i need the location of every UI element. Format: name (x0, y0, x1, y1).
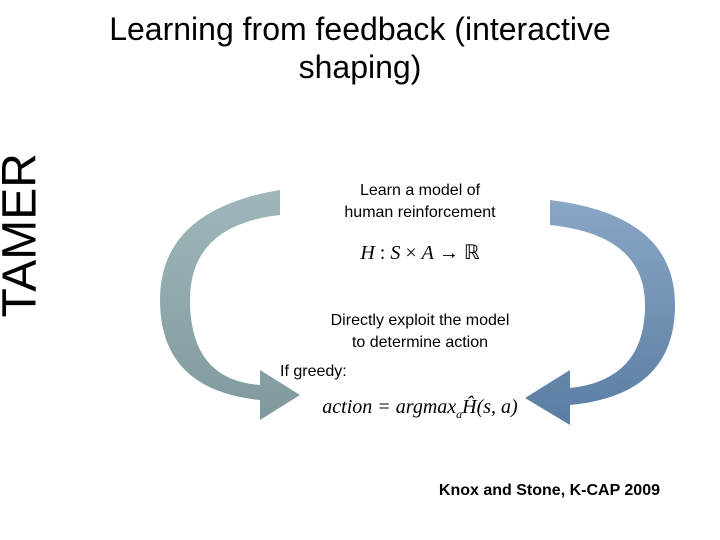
formula-top: H : S × A → ℝ (300, 239, 540, 267)
vertical-label-tamer: TAMER (0, 153, 48, 317)
bottom-line2: to determine action (280, 332, 560, 354)
bottom-line1: Directly exploit the model (280, 310, 560, 332)
title-line1: Learning from feedback (interactive (109, 11, 611, 47)
top-text-block: Learn a model of human reinforcement H :… (300, 180, 540, 267)
title-line2: shaping) (299, 49, 422, 85)
citation: Knox and Stone, K-CAP 2009 (439, 482, 660, 500)
bottom-line3: If greedy: (280, 361, 560, 383)
formula-bottom: action = argmaxaĤ(s, a) (280, 393, 560, 423)
diagram-area: Learn a model of human reinforcement H :… (150, 180, 690, 480)
bottom-text-block: Directly exploit the model to determine … (280, 310, 560, 423)
slide-title: Learning from feedback (interactive shap… (0, 0, 720, 87)
left-cycle-arrow (160, 190, 300, 420)
top-line2: human reinforcement (300, 202, 540, 224)
top-line1: Learn a model of (300, 180, 540, 202)
